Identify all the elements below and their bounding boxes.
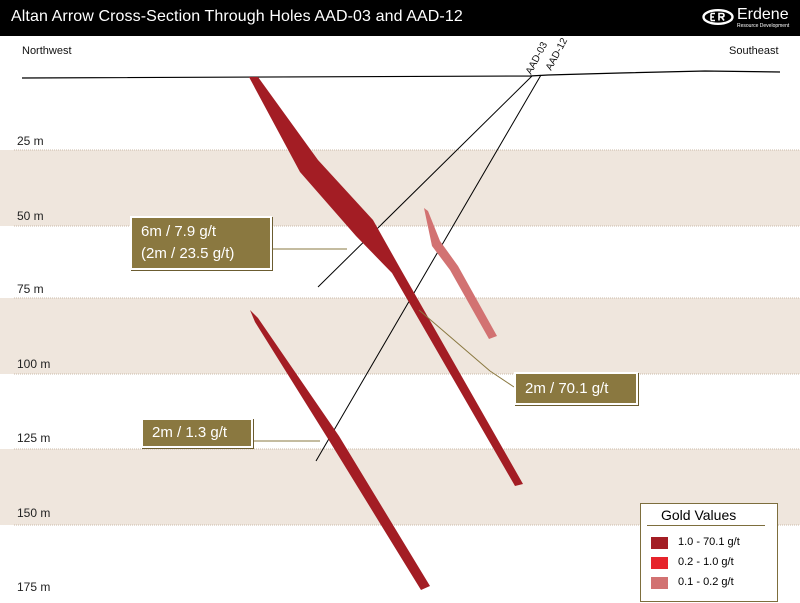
ground-surface	[21, 70, 781, 79]
intercept-subvalue: (2m / 23.5 g/t)	[141, 245, 235, 262]
hole-label-aad-12: AAD-12	[544, 36, 570, 72]
depth-label-50: 50 m	[17, 209, 44, 223]
legend-title: Gold Values	[661, 507, 737, 523]
depth-label-100: 100 m	[17, 357, 50, 371]
intercept-value: 6m / 7.9 g/t	[141, 223, 217, 240]
depth-label-25: 25 m	[17, 134, 44, 148]
gold-zone-upper-high-grade	[249, 77, 523, 486]
callout-leader	[489, 370, 515, 388]
intercept-callout-lower: 2m / 1.3 g/t	[141, 418, 253, 448]
legend-swatch-high	[651, 537, 668, 549]
legend-swatch-low	[651, 577, 668, 589]
depth-label-150: 150 m	[17, 506, 50, 520]
logo-wordmark: Erdene	[737, 6, 789, 23]
direction-northwest: Northwest	[22, 45, 72, 57]
intercept-callout-middle: 2m / 70.1 g/t	[514, 372, 638, 405]
erdene-logo: Erdene Resource Development	[702, 6, 794, 30]
hole-label-aad-03: AAD-03	[524, 40, 550, 76]
legend-swatch-medium	[651, 557, 668, 569]
drill-trace-aad-03	[317, 75, 533, 288]
depth-band	[0, 150, 800, 226]
depth-label-175: 175 m	[17, 580, 50, 594]
legend-label-medium: 0.2 - 1.0 g/t	[678, 556, 734, 568]
legend-divider	[647, 525, 765, 526]
depth-label-125: 125 m	[17, 431, 50, 445]
intercept-value: 2m / 1.3 g/t	[152, 424, 228, 441]
intercept-callout-upper: 6m / 7.9 g/t (2m / 23.5 g/t)	[130, 216, 272, 270]
direction-southeast: Southeast	[729, 45, 779, 57]
gold-zone-lower-high-grade	[250, 310, 430, 590]
legend-label-low: 0.1 - 0.2 g/t	[678, 576, 734, 588]
intercept-value: 2m / 70.1 g/t	[525, 380, 609, 397]
gold-zone-low-grade	[424, 208, 497, 339]
title-bar: Altan Arrow Cross-Section Through Holes …	[0, 0, 800, 36]
gold-values-legend: Gold Values 1.0 - 70.1 g/t 0.2 - 1.0 g/t…	[640, 503, 778, 602]
logo-tagline: Resource Development	[737, 23, 790, 29]
figure-title: Altan Arrow Cross-Section Through Holes …	[11, 8, 463, 25]
drill-trace-aad-12	[315, 74, 542, 462]
legend-label-high: 1.0 - 70.1 g/t	[678, 536, 740, 548]
erdene-logo-icon	[702, 9, 734, 25]
callout-leader	[418, 309, 491, 372]
depth-band	[0, 298, 800, 374]
depth-label-75: 75 m	[17, 282, 44, 296]
